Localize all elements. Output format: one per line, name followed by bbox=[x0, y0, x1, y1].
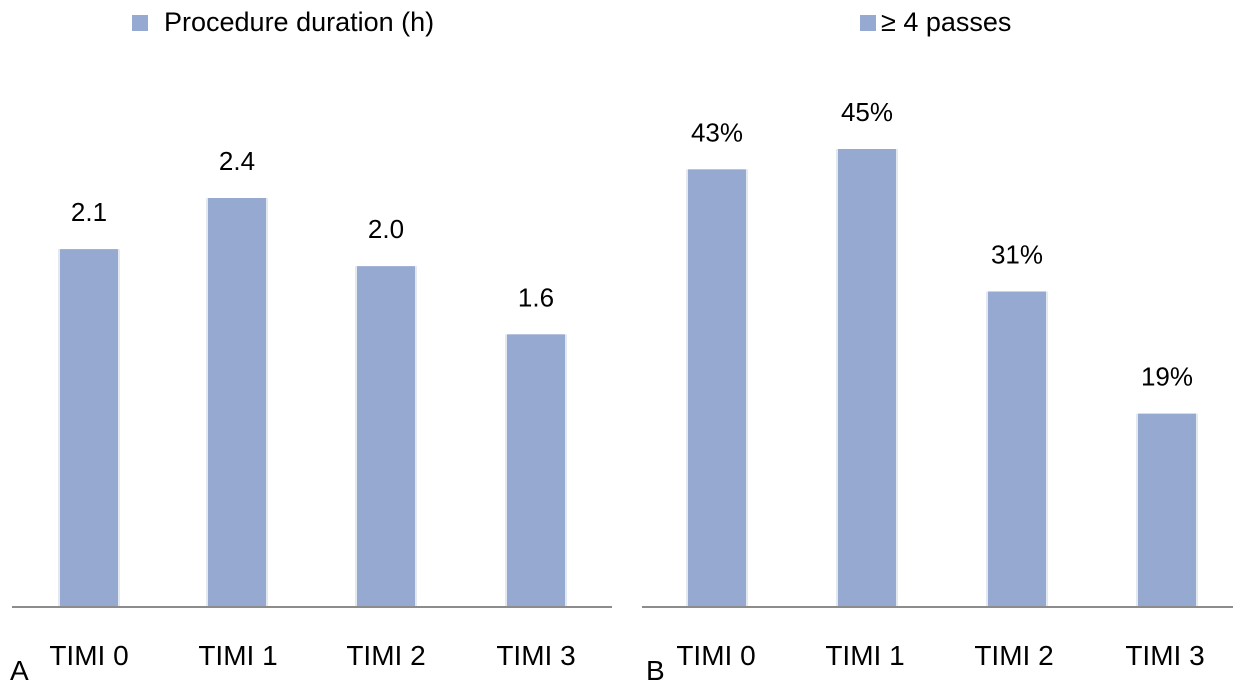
x-tick-label: TIMI 0 bbox=[49, 640, 128, 671]
x-tick-label: TIMI 2 bbox=[346, 640, 425, 671]
bar bbox=[988, 291, 1046, 607]
x-tick-label: TIMI 1 bbox=[198, 640, 277, 671]
chart-panel-a: Procedure duration (h) 2.1 2.4 2.0 1.6 TIMI 0… bbox=[10, 7, 612, 686]
data-label: 1.6 bbox=[518, 282, 554, 312]
x-tick-label: TIMI 3 bbox=[496, 640, 575, 671]
data-label: 31% bbox=[991, 239, 1043, 269]
x-tick-label: TIMI 2 bbox=[974, 640, 1053, 671]
data-label: 2.1 bbox=[71, 197, 107, 227]
x-tick-label: TIMI 1 bbox=[825, 640, 904, 671]
panel-label: A bbox=[10, 655, 29, 686]
data-label: 43% bbox=[691, 117, 743, 147]
legend-label: Procedure duration (h) bbox=[164, 7, 434, 37]
bar bbox=[208, 198, 266, 607]
data-label: 2.4 bbox=[219, 146, 255, 176]
bar bbox=[507, 334, 565, 607]
x-tick-label: TIMI 3 bbox=[1125, 640, 1204, 671]
bar bbox=[60, 249, 118, 607]
x-tick-label: TIMI 0 bbox=[676, 640, 755, 671]
chart-panel-b: ≥ 4 passes 43% 45% 31% 19% TIMI 0 TIMI 1 TIMI 2… bbox=[642, 7, 1233, 686]
legend-label: ≥ 4 passes bbox=[881, 7, 1011, 37]
bar bbox=[688, 169, 746, 607]
bar bbox=[357, 266, 415, 607]
bar bbox=[838, 149, 896, 607]
legend-swatch bbox=[132, 15, 148, 31]
bar bbox=[1138, 413, 1196, 607]
data-label: 45% bbox=[841, 97, 893, 127]
data-label: 2.0 bbox=[368, 214, 404, 244]
data-label: 19% bbox=[1141, 362, 1193, 392]
panel-label: B bbox=[646, 655, 665, 686]
legend-swatch bbox=[860, 15, 876, 31]
